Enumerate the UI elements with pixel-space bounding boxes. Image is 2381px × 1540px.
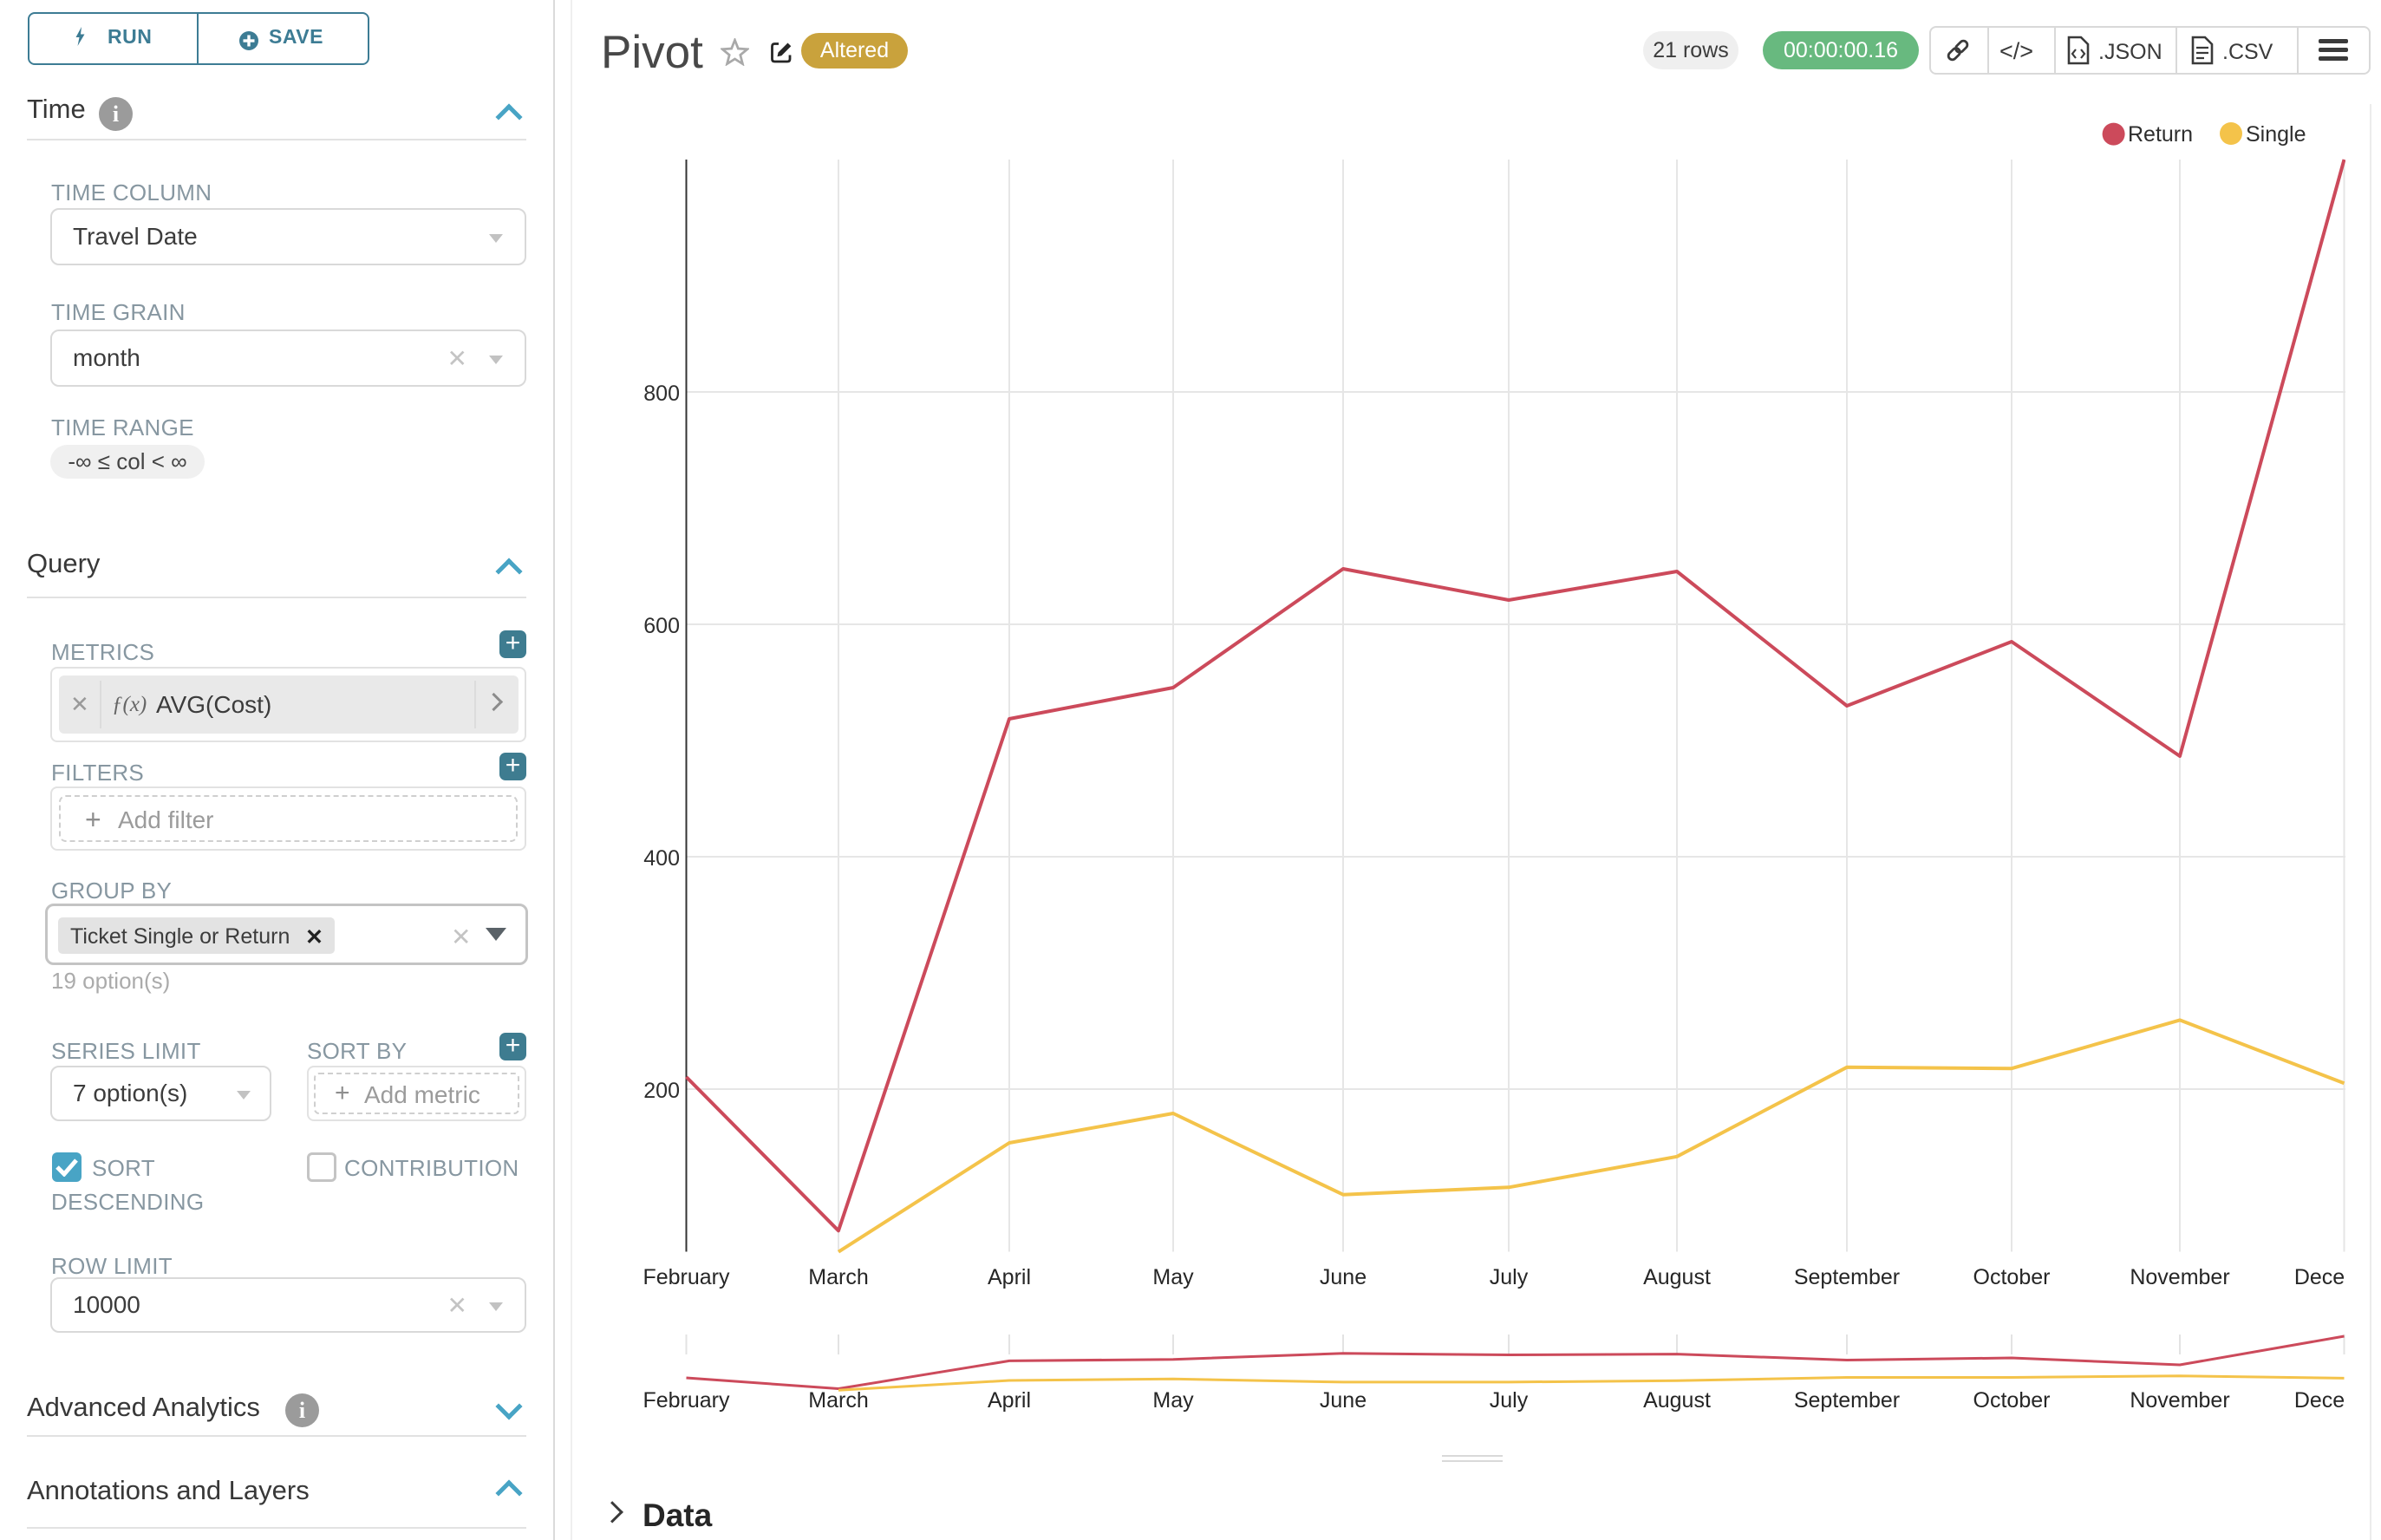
svg-text:August: August bbox=[1643, 1265, 1711, 1289]
svg-text:March: March bbox=[808, 1265, 868, 1289]
svg-text:Return: Return bbox=[2128, 122, 2193, 147]
svg-text:February: February bbox=[643, 1388, 730, 1413]
svg-text:May: May bbox=[1152, 1388, 1194, 1413]
svg-text:April: April bbox=[988, 1265, 1031, 1289]
svg-text:October: October bbox=[1973, 1388, 2051, 1413]
svg-text:March: March bbox=[808, 1388, 868, 1413]
svg-text:November: November bbox=[2130, 1265, 2229, 1289]
svg-text:800: 800 bbox=[643, 382, 680, 406]
svg-text:February: February bbox=[643, 1265, 730, 1289]
svg-text:June: June bbox=[1320, 1388, 1367, 1413]
svg-text:May: May bbox=[1152, 1265, 1194, 1289]
svg-text:600: 600 bbox=[643, 614, 680, 638]
svg-text:August: August bbox=[1643, 1388, 1711, 1413]
svg-text:400: 400 bbox=[643, 846, 680, 871]
svg-text:December: December bbox=[2294, 1265, 2345, 1289]
svg-text:December: December bbox=[2294, 1388, 2345, 1413]
svg-text:April: April bbox=[988, 1388, 1031, 1413]
svg-text:July: July bbox=[1490, 1265, 1529, 1289]
svg-text:Single: Single bbox=[2246, 122, 2306, 147]
svg-text:June: June bbox=[1320, 1265, 1367, 1289]
svg-text:November: November bbox=[2130, 1388, 2229, 1413]
svg-text:200: 200 bbox=[643, 1079, 680, 1103]
svg-text:September: September bbox=[1794, 1388, 1900, 1413]
svg-text:September: September bbox=[1794, 1265, 1900, 1289]
svg-text:July: July bbox=[1490, 1388, 1529, 1413]
svg-text:October: October bbox=[1973, 1265, 2051, 1289]
